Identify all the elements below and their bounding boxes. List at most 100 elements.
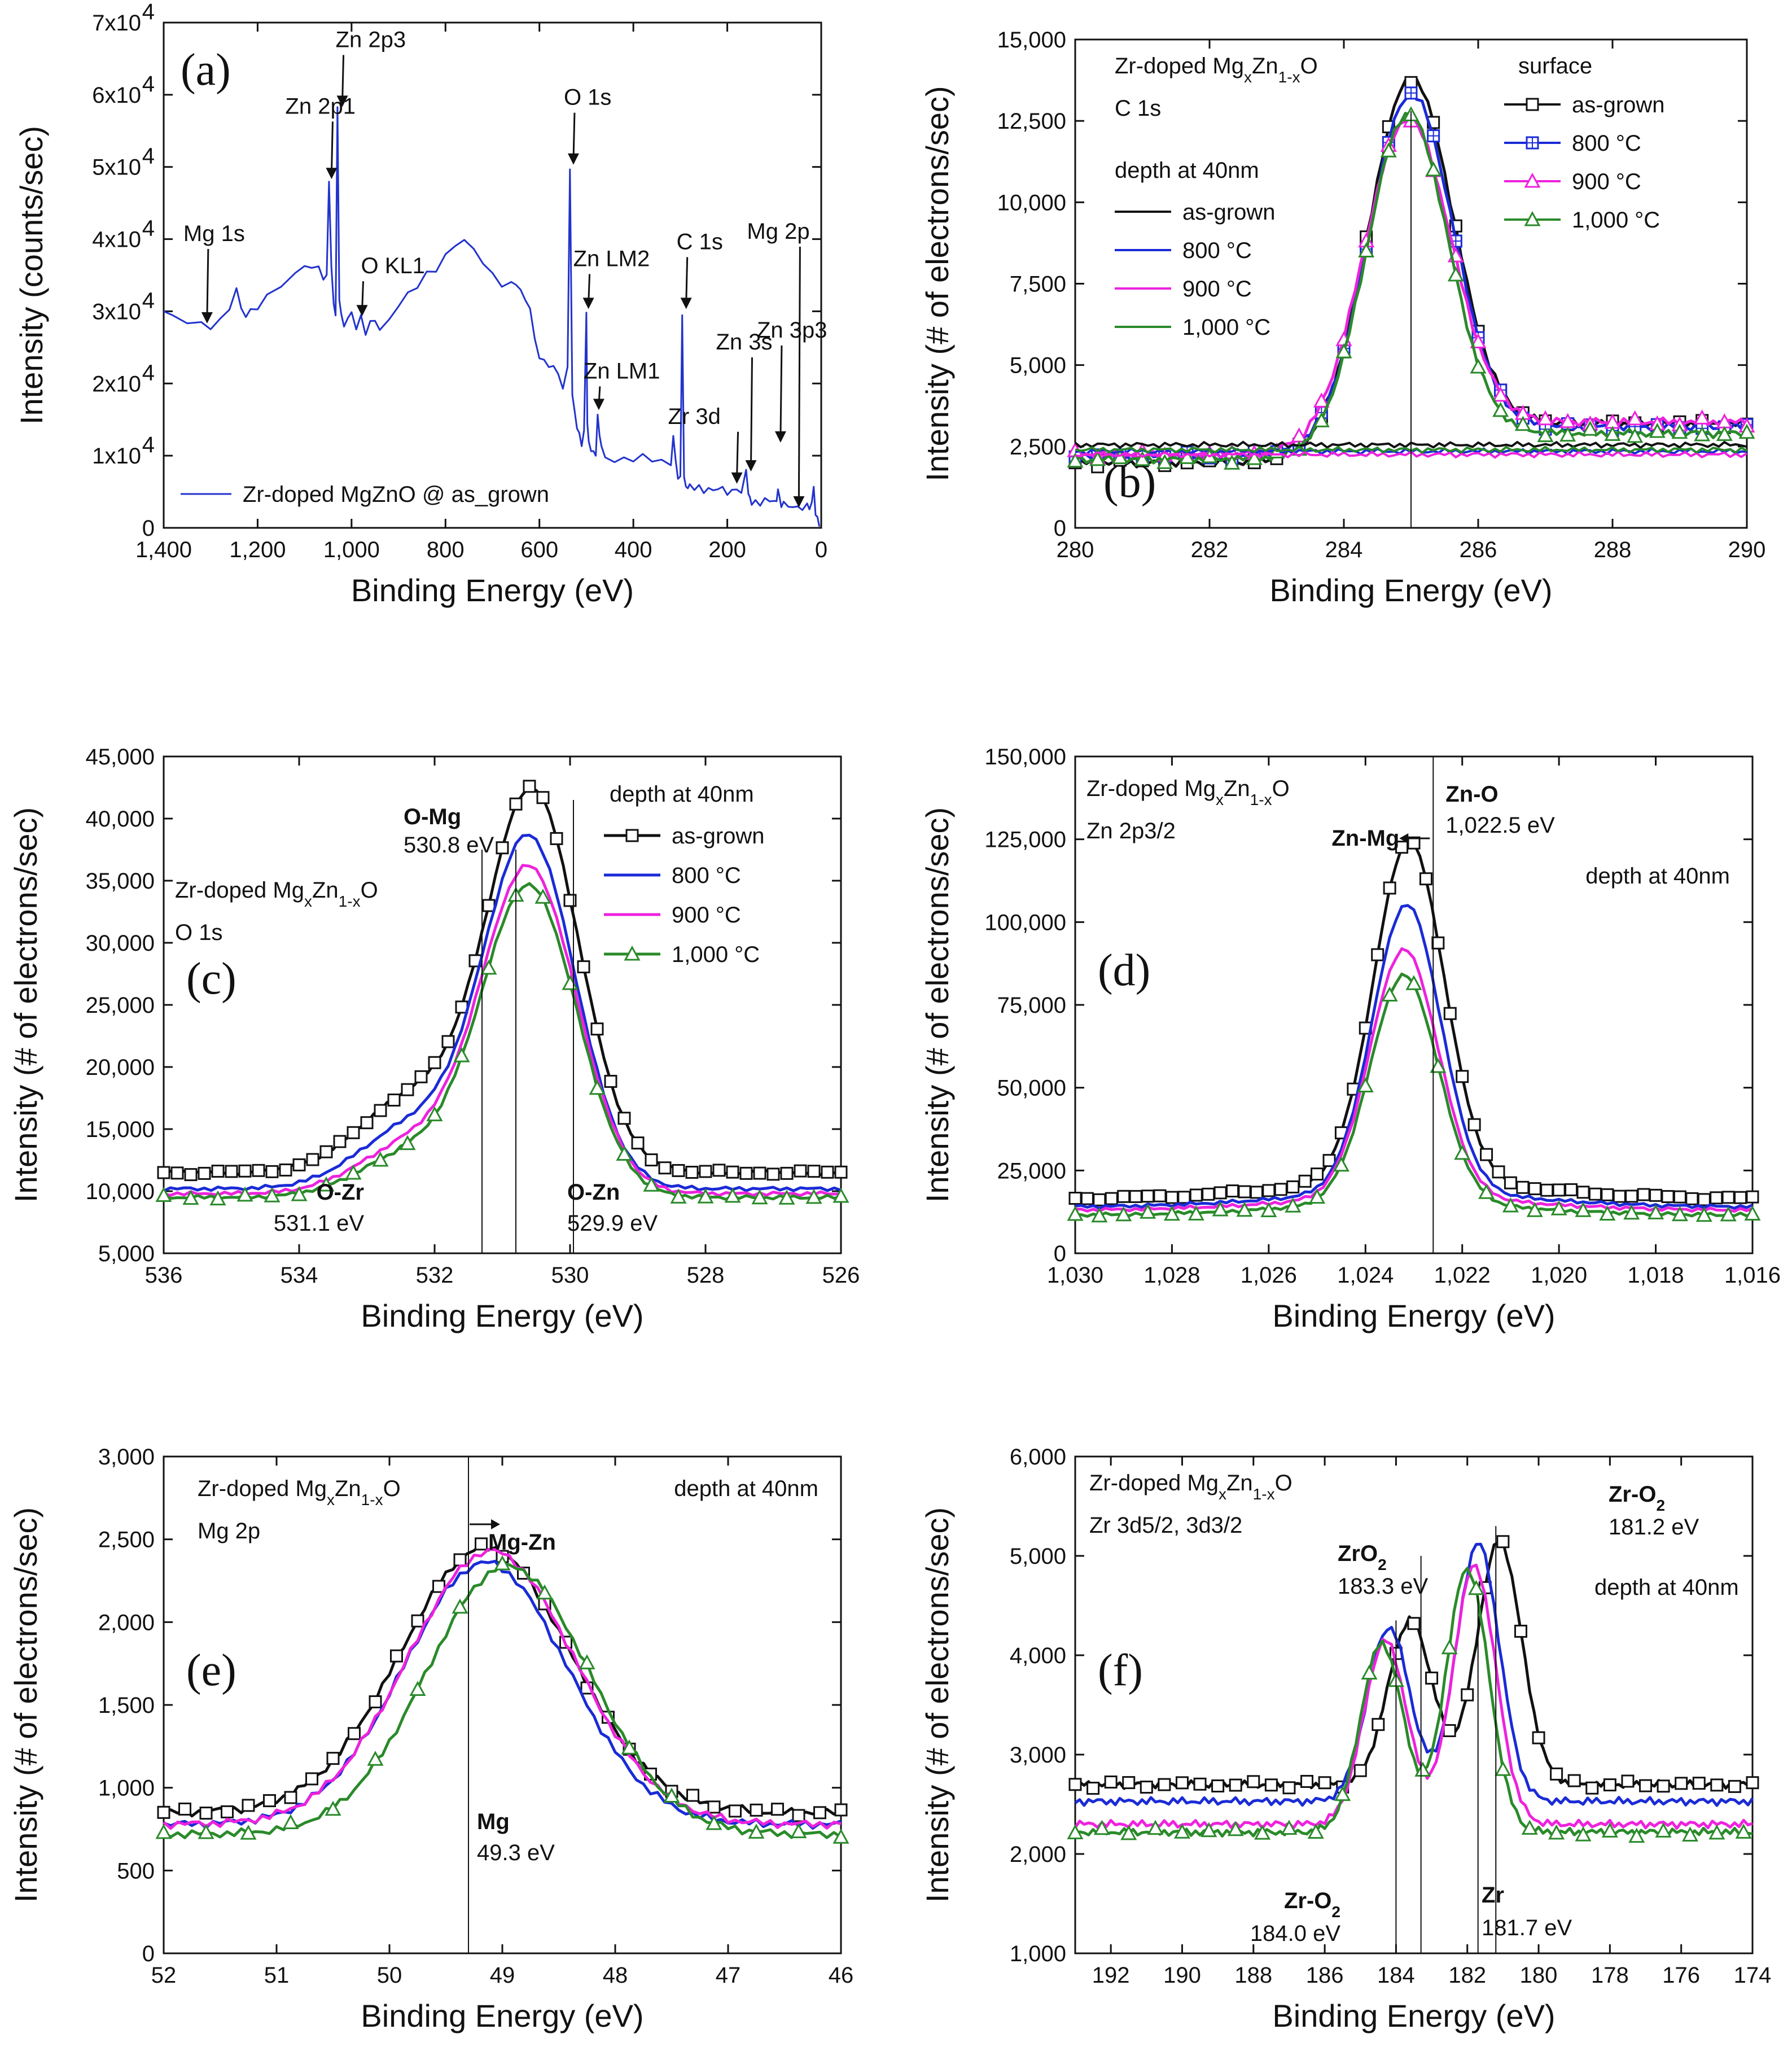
data-point [279, 1163, 292, 1177]
shift-arrowhead [491, 1519, 500, 1529]
peak-energy: 530.8 eV [404, 833, 494, 858]
y-tick-label: 5,000 [1010, 1544, 1066, 1569]
data-point [1093, 1820, 1110, 1835]
data-point [1414, 1761, 1431, 1777]
sample-title: Zr-doped MgxZn1-xO [198, 1476, 401, 1508]
data-point [292, 1158, 306, 1171]
data-point [199, 1807, 213, 1820]
y-tick-label: 15,000 [997, 28, 1066, 53]
data-point [1334, 1786, 1351, 1801]
data-point [1524, 211, 1541, 226]
y-tick-label: 1,000 [1010, 1941, 1066, 1966]
y-tick-label: 40,000 [86, 807, 155, 832]
data-point [792, 1809, 805, 1822]
data-point [1425, 1671, 1439, 1685]
data-point [374, 1104, 387, 1117]
data-point [1456, 1070, 1469, 1083]
data-point [1625, 1190, 1638, 1203]
annotation-arrow-line [206, 248, 209, 320]
y-tick-label: 5,000 [1010, 353, 1066, 378]
annotation-arrowhead [793, 496, 805, 508]
peak-name: Zn-O [1445, 782, 1498, 807]
x-tick-label: 600 [520, 537, 558, 562]
data-point [724, 1187, 741, 1203]
sample-title-part: Zn [1252, 54, 1278, 78]
data-point [1537, 410, 1554, 426]
data-point [748, 1823, 765, 1839]
data-point [1675, 1777, 1688, 1790]
y-tick-label: 5,000 [98, 1241, 155, 1266]
x-tick-label: 1,028 [1143, 1263, 1200, 1288]
panel-f: 192 190 188 186 184 182 180 178 176 174 1,000 2,000… [919, 1445, 1771, 2033]
x-tick-label: 182 [1448, 1963, 1486, 1988]
data-point [1673, 1190, 1686, 1204]
data-point [1104, 1776, 1118, 1789]
data-point [1628, 1827, 1645, 1843]
data-point [1655, 1822, 1672, 1838]
peak-annotation: Zn LM2 [573, 246, 650, 271]
panel-label: (c) [186, 954, 236, 1004]
panel-label: (d) [1098, 946, 1150, 995]
data-point [1156, 454, 1173, 469]
x-tick-label: 536 [145, 1263, 183, 1288]
y-tick-label: 0 [142, 516, 155, 541]
data-point [1238, 1185, 1251, 1199]
data-point [1532, 1731, 1545, 1744]
data-point [706, 1814, 722, 1830]
data-point [1175, 1776, 1189, 1790]
data-point [360, 1116, 374, 1130]
peak-energy: 49.3 eV [477, 1840, 555, 1865]
sample-title-part: x [1216, 791, 1224, 808]
data-point [712, 1164, 726, 1177]
data-point [536, 1584, 553, 1600]
peak-name-part: ZrO [1338, 1541, 1378, 1566]
sample-title-part: Zn [335, 1476, 361, 1501]
x-tick-label: 50 [377, 1963, 402, 1988]
y-tick-label: 7,500 [1010, 272, 1066, 297]
data-point [221, 1805, 234, 1818]
data-point [509, 797, 523, 811]
data-point [1657, 1779, 1670, 1793]
data-point [1313, 392, 1330, 408]
y-tick-label: 3x10 [92, 299, 141, 324]
data-point [1697, 1193, 1711, 1206]
peak-name-part: Zr-O [1609, 1482, 1656, 1507]
y-tick-label: 75,000 [997, 993, 1066, 1018]
data-point [1431, 936, 1445, 950]
annotation-arrowhead [582, 298, 594, 309]
peak-energy: 184.0 eV [1250, 1921, 1340, 1946]
x-tick-label: 51 [264, 1963, 290, 1988]
data-point [1211, 1779, 1225, 1793]
data-point [1585, 1781, 1599, 1795]
data-point [1158, 1778, 1171, 1791]
sample-title-part: O [361, 878, 378, 903]
data-point [1526, 1202, 1543, 1217]
x-tick-label: 184 [1377, 1963, 1415, 1988]
annotation-arrowhead [593, 399, 604, 410]
legend-label: 800 °C [1182, 238, 1252, 263]
data-point [577, 960, 590, 974]
data-point [833, 1829, 849, 1844]
x-tick-label: 1,024 [1337, 1263, 1394, 1288]
plot-frame [1074, 755, 1754, 1254]
sample-title-part: x [327, 1491, 335, 1508]
data-point [1173, 1823, 1191, 1839]
data-point [318, 1176, 335, 1192]
x-tick-label: 288 [1594, 537, 1632, 562]
data-point [1454, 1144, 1471, 1160]
data-point [778, 1190, 795, 1205]
y-tick-label: 6x10 [92, 83, 141, 108]
y-tick-label: 150,000 [984, 745, 1066, 769]
y-tick-label: 4,000 [1010, 1643, 1066, 1668]
data-point [686, 1788, 699, 1802]
data-point [426, 1106, 443, 1122]
data-point [1443, 1007, 1457, 1020]
y-axis-label: Intensity (# of electrons/sec) [8, 807, 43, 1202]
peak-name: ZrO2 [1338, 1541, 1387, 1573]
data-point [1708, 1824, 1725, 1840]
x-tick-label: 530 [551, 1263, 589, 1288]
data-point [1550, 1767, 1563, 1781]
series-line [1075, 972, 1753, 1218]
data-point [236, 1186, 253, 1202]
